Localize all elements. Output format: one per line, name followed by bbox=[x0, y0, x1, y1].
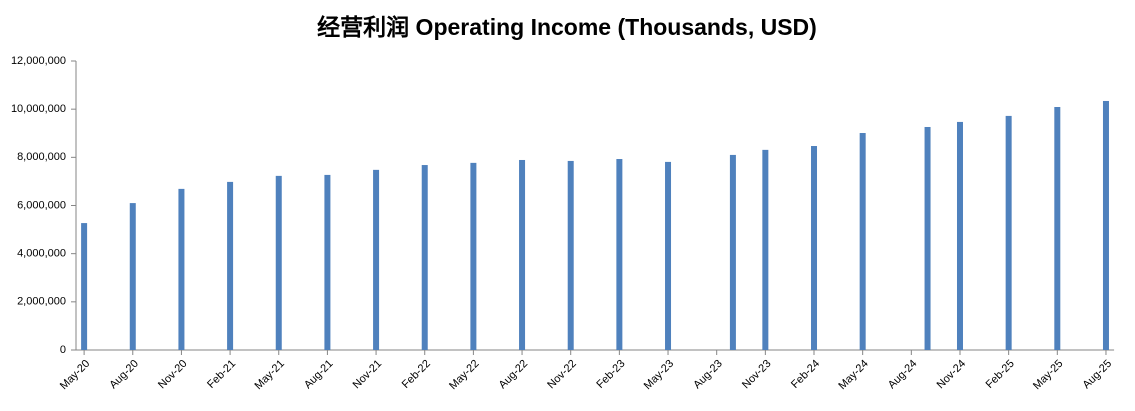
x-tick-label: May-21 bbox=[252, 358, 286, 392]
x-tick-label: May-23 bbox=[642, 358, 676, 392]
bar bbox=[729, 154, 736, 350]
bar bbox=[665, 161, 672, 350]
x-tick-label: May-25 bbox=[1031, 358, 1065, 392]
x-tick-label: Nov-21 bbox=[351, 358, 385, 392]
bar bbox=[1054, 106, 1061, 350]
bar bbox=[924, 126, 931, 350]
bar bbox=[956, 121, 963, 350]
bar bbox=[227, 181, 234, 350]
y-tick-label: 4,000,000 bbox=[17, 248, 66, 260]
bar bbox=[470, 162, 477, 350]
bar bbox=[567, 160, 574, 350]
y-tick-label: 12,000,000 bbox=[11, 55, 66, 67]
bar bbox=[1005, 115, 1012, 350]
bar bbox=[178, 188, 185, 350]
bar bbox=[1102, 100, 1109, 350]
x-tick-label: May-22 bbox=[447, 358, 481, 392]
x-tick-label: Feb-23 bbox=[594, 358, 627, 391]
x-tick-label: May-24 bbox=[836, 358, 870, 392]
x-tick-label: Aug-23 bbox=[691, 358, 725, 392]
x-tick-label: Nov-24 bbox=[935, 358, 969, 392]
bar bbox=[762, 149, 769, 350]
x-tick-label: Aug-22 bbox=[497, 358, 531, 392]
bar bbox=[859, 133, 866, 350]
x-tick-label: Aug-21 bbox=[302, 358, 336, 392]
x-tick-label: Feb-25 bbox=[984, 358, 1017, 391]
x-tick-label: Feb-24 bbox=[789, 358, 822, 391]
x-tick-label: Aug-24 bbox=[886, 358, 920, 392]
bar bbox=[811, 146, 818, 350]
chart-title: 经营利润 Operating Income (Thousands, USD) bbox=[317, 14, 817, 40]
x-tick-label: Feb-21 bbox=[205, 358, 238, 391]
x-tick-label: May-20 bbox=[58, 358, 92, 392]
bar bbox=[275, 175, 282, 350]
bar bbox=[373, 169, 380, 350]
x-tick-label: Nov-20 bbox=[156, 358, 190, 392]
x-tick-label: Aug-20 bbox=[107, 358, 141, 392]
y-tick-label: 10,000,000 bbox=[11, 103, 66, 115]
bar bbox=[616, 159, 623, 350]
y-tick-label: 2,000,000 bbox=[17, 296, 66, 308]
x-tick-label: Aug-25 bbox=[1081, 358, 1115, 392]
bar bbox=[81, 223, 88, 350]
bar bbox=[129, 203, 136, 350]
bar bbox=[421, 165, 428, 350]
y-tick-label: 6,000,000 bbox=[17, 199, 66, 211]
x-tick-label: Nov-23 bbox=[740, 358, 774, 392]
x-tick-label: Feb-22 bbox=[400, 358, 433, 391]
y-tick-label: 8,000,000 bbox=[17, 151, 66, 163]
bar bbox=[324, 174, 331, 350]
bar bbox=[519, 159, 526, 350]
y-tick-label: 0 bbox=[60, 344, 66, 356]
x-tick-label: Nov-22 bbox=[545, 358, 579, 392]
